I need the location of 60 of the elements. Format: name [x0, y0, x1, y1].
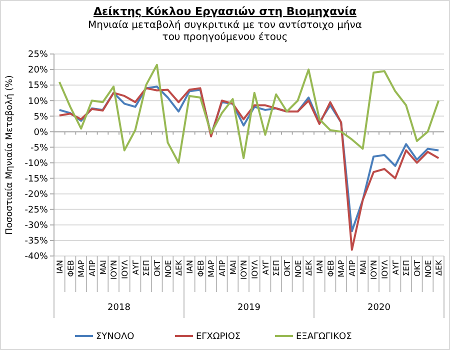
- x-tick-label: ΙΟΥΛ: [380, 259, 390, 280]
- y-tick-label: 25%: [28, 50, 48, 60]
- legend-label: ΕΞΑΓΩΓΙΚΟΣ: [296, 332, 352, 342]
- x-tick-label: ΑΥΓ: [131, 259, 140, 275]
- y-tick-label: 0%: [34, 128, 48, 138]
- y-tick-label: 20%: [28, 66, 48, 76]
- chart-title: Δείκτης Κύκλου Εργασιών στη Βιομηχανία: [93, 5, 357, 18]
- x-tick-label: ΜΑΙ: [98, 260, 108, 275]
- x-tick-label: ΝΟΕ: [424, 260, 433, 278]
- x-tick-label: ΙΑΝ: [315, 260, 324, 274]
- text: 2019: [238, 303, 261, 313]
- text: 2020: [368, 303, 391, 313]
- text: 2018: [108, 303, 131, 313]
- x-tick-label: ΙΟΥΛ: [120, 259, 130, 280]
- x-tick-label: ΙΑΝ: [55, 260, 64, 274]
- x-tick-label: ΜΑΙ: [358, 260, 368, 275]
- x-tick-label: ΣΕΠ: [142, 260, 152, 276]
- y-tick-label: -40%: [24, 252, 48, 262]
- x-tick-label: ΦΕΒ: [326, 260, 336, 277]
- legend-label: ΣΥΝΟΛΟ: [96, 332, 134, 342]
- x-tick-label: ΙΑΝ: [185, 260, 194, 274]
- y-tick-label: -20%: [24, 190, 48, 200]
- x-tick-label: ΑΠΡ: [88, 260, 97, 276]
- x-tick-label: ΦΕΒ: [196, 260, 206, 277]
- x-tick-label: ΝΟΕ: [294, 260, 303, 278]
- x-tick-label: ΑΠΡ: [348, 260, 357, 276]
- x-tick-label: ΔΕΚ: [174, 259, 184, 276]
- x-tick-label: ΙΟΥΝ: [240, 260, 249, 280]
- y-tick-label: 15%: [28, 81, 48, 92]
- legend-label: ΕΓΧΩΡΙΟΣ: [196, 332, 241, 342]
- y-tick-label: -35%: [24, 236, 48, 247]
- chart-subtitle: Μηνιαία μεταβολή συγκριτικά με τον αντίστοιχο μήνα του προηγούμενου έτους: [88, 20, 362, 43]
- x-tick-label: ΜΑΙ: [228, 260, 238, 275]
- y-tick-label: -25%: [24, 206, 48, 216]
- y-tick-label: -5%: [30, 143, 48, 154]
- y-tick-label: 10%: [28, 96, 48, 107]
- x-tick-label: ΝΟΕ: [164, 260, 173, 278]
- x-tick-label: ΟΚΤ: [282, 260, 292, 276]
- x-tick-label: ΟΚΤ: [152, 260, 162, 276]
- x-tick-label: ΔΕΚ: [304, 259, 314, 276]
- x-tick-label: ΑΥΓ: [261, 259, 270, 275]
- x-tick-label: ΜΑΡ: [207, 260, 216, 278]
- x-tick-label: ΜΑΡ: [337, 260, 346, 278]
- x-tick-label: ΦΕΒ: [66, 260, 76, 277]
- y-axis-title: Ποσοστιαία Μηνιαία Μεταβολή (%): [4, 75, 15, 235]
- x-tick-label: ΟΚΤ: [412, 260, 422, 276]
- x-tick-label: ΙΟΥΛ: [250, 259, 260, 280]
- x-tick-label: ΑΥΓ: [391, 259, 400, 275]
- x-tick-label: ΜΑΡ: [77, 260, 86, 278]
- x-tick-label: ΑΠΡ: [218, 260, 227, 276]
- y-tick-label: -10%: [24, 158, 48, 169]
- x-tick-label: ΙΟΥΝ: [110, 260, 119, 280]
- x-tick-label: ΔΕΚ: [434, 259, 444, 276]
- y-tick-label: -30%: [24, 221, 48, 232]
- line-series: [58, 64, 440, 164]
- y-tick-label: -15%: [24, 174, 48, 184]
- x-tick-label: ΣΕΠ: [272, 260, 282, 276]
- x-tick-label: ΙΟΥΝ: [370, 260, 379, 280]
- x-tick-label: ΣΕΠ: [402, 260, 412, 276]
- y-tick-label: 5%: [34, 112, 48, 122]
